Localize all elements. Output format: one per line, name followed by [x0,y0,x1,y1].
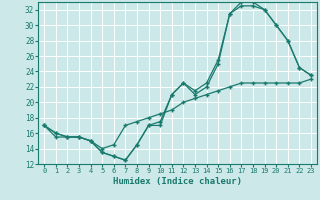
X-axis label: Humidex (Indice chaleur): Humidex (Indice chaleur) [113,177,242,186]
